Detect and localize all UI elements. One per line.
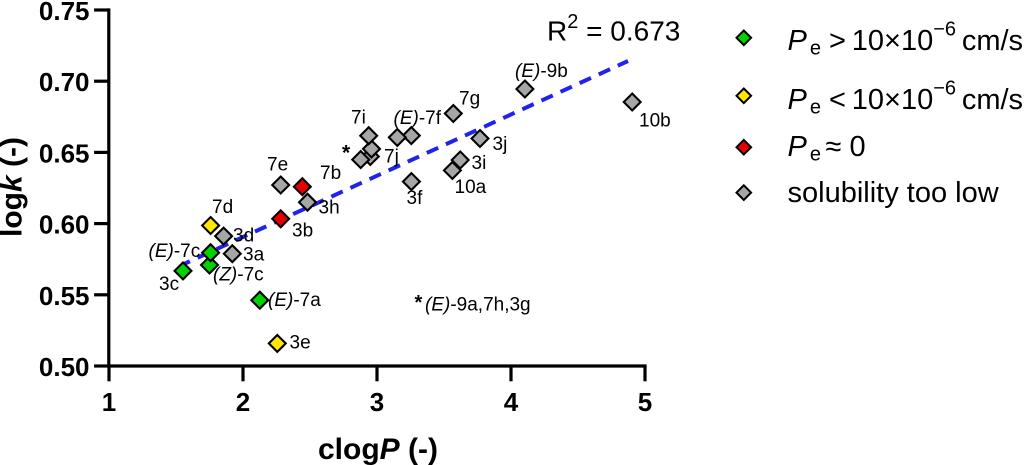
- svg-text:0.55: 0.55: [39, 281, 90, 311]
- svg-text:3j: 3j: [493, 134, 508, 155]
- svg-text:7g: 7g: [459, 89, 480, 110]
- svg-text:3b: 3b: [292, 221, 313, 242]
- svg-text:7j: 7j: [384, 147, 399, 168]
- svg-text:0.65: 0.65: [39, 138, 90, 168]
- svg-text:(E)-9a,7h,3g: (E)-9a,7h,3g: [425, 295, 531, 316]
- svg-text:3d: 3d: [233, 226, 254, 247]
- svg-text:7i: 7i: [351, 108, 366, 129]
- svg-text:(E)-7f: (E)-7f: [394, 108, 442, 129]
- svg-text:5: 5: [638, 387, 652, 417]
- svg-text:clogP (-): clogP (-): [318, 433, 438, 465]
- svg-text:3f: 3f: [407, 188, 424, 209]
- svg-text:3: 3: [370, 387, 384, 417]
- svg-text:3h: 3h: [319, 198, 340, 219]
- svg-text:7b: 7b: [320, 163, 341, 184]
- svg-text:1: 1: [102, 387, 116, 417]
- svg-text:10b: 10b: [639, 111, 671, 132]
- svg-text:0.50: 0.50: [39, 352, 90, 382]
- svg-text:Pe > 10×10−6 cm/s: Pe > 10×10−6 cm/s: [788, 19, 1024, 60]
- svg-text:2: 2: [236, 387, 250, 417]
- svg-text:(E)-9b: (E)-9b: [515, 61, 568, 82]
- svg-text:3i: 3i: [472, 153, 487, 174]
- svg-text:(E)-7c: (E)-7c: [149, 241, 201, 262]
- svg-text:3a: 3a: [243, 245, 265, 266]
- svg-text:(Z)-7c: (Z)-7c: [213, 265, 264, 286]
- svg-text:Pe≈ 0: Pe ≈ 0: [788, 131, 866, 166]
- svg-text:*: *: [415, 292, 423, 314]
- svg-text:3e: 3e: [290, 333, 311, 354]
- svg-text:0.70: 0.70: [39, 67, 90, 97]
- svg-text:10a: 10a: [455, 177, 487, 198]
- svg-text:7e: 7e: [267, 155, 288, 176]
- svg-text:logk (-): logk (-): [0, 137, 29, 237]
- svg-text:solubility too low: solubility too low: [788, 177, 1000, 209]
- svg-text:Pe < 10×10−6 cm/s: Pe < 10×10−6 cm/s: [788, 78, 1024, 119]
- svg-text:(E)-7a: (E)-7a: [268, 290, 321, 311]
- svg-text:4: 4: [504, 387, 519, 417]
- svg-text:*: *: [342, 142, 351, 165]
- svg-text:0.75: 0.75: [39, 0, 90, 26]
- svg-text:3c: 3c: [159, 274, 179, 295]
- svg-text:R2 = 0.673: R2 = 0.673: [547, 11, 680, 47]
- svg-text:7d: 7d: [212, 197, 233, 218]
- svg-text:0.60: 0.60: [39, 210, 90, 240]
